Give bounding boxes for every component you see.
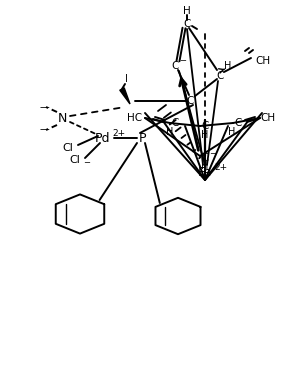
Polygon shape (120, 88, 130, 104)
Text: C: C (201, 121, 209, 131)
Text: C: C (171, 118, 179, 128)
Text: H: H (166, 127, 174, 137)
Text: —: — (39, 124, 49, 134)
Text: −: − (209, 149, 217, 158)
Text: HC: HC (128, 113, 142, 123)
Text: C: C (234, 118, 242, 128)
Text: C: C (183, 19, 191, 29)
Text: N: N (57, 112, 67, 126)
Text: CH: CH (260, 113, 276, 123)
Text: C: C (216, 71, 224, 81)
Text: Cl: Cl (63, 143, 74, 153)
Text: 2+: 2+ (112, 128, 126, 138)
Text: H: H (228, 127, 236, 137)
Text: H: H (224, 61, 232, 71)
Text: CH: CH (255, 56, 271, 66)
Text: H: H (201, 130, 209, 140)
Text: 2+: 2+ (214, 164, 228, 172)
Text: −: − (179, 56, 187, 66)
Text: C: C (171, 61, 179, 71)
Text: Fe: Fe (198, 167, 212, 179)
Text: Cl: Cl (70, 155, 80, 165)
Text: C: C (201, 153, 209, 163)
Text: C: C (186, 96, 194, 106)
Text: Pd: Pd (95, 131, 111, 145)
Text: H: H (201, 161, 209, 171)
Text: P: P (138, 131, 146, 145)
Text: H: H (183, 6, 191, 16)
Text: —: — (39, 102, 49, 112)
Text: −: − (83, 158, 91, 168)
Text: I: I (124, 74, 128, 84)
